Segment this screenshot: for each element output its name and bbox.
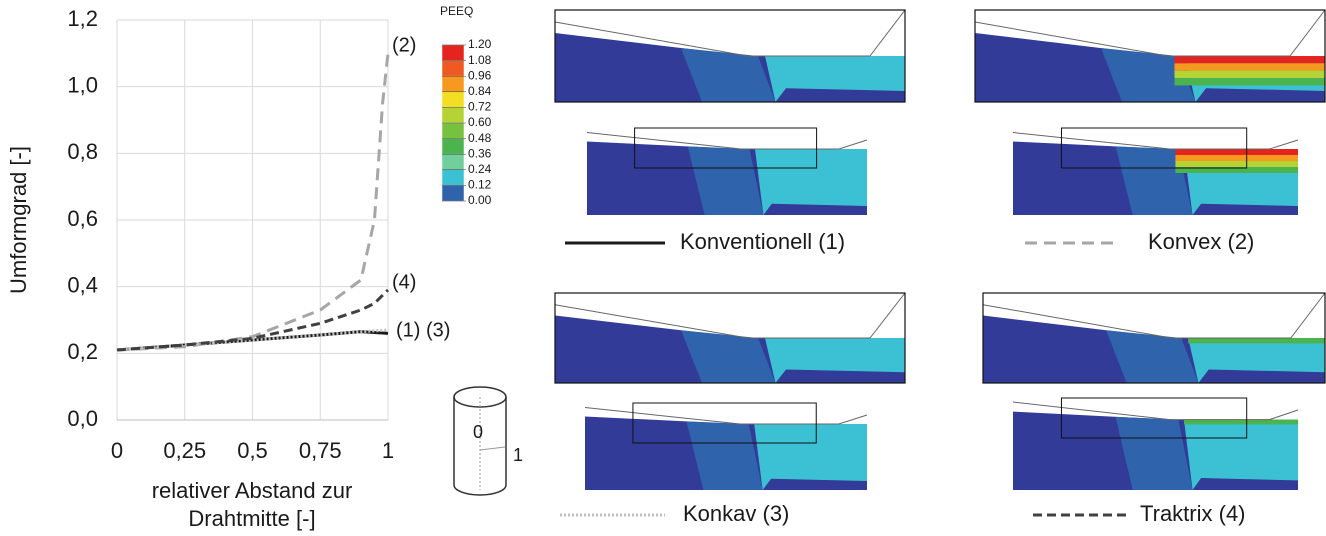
- colorbar-band: [442, 139, 464, 155]
- figure: Umformgrad [-] relativer Abstand zur Dra…: [0, 0, 1326, 531]
- colorbar-band: [442, 61, 464, 77]
- cylinder-label: 0: [473, 422, 483, 442]
- colorbar-title: PEEQ: [440, 4, 473, 18]
- colorbar-label: 0.96: [468, 68, 492, 82]
- legend-label: Konvex (2): [1148, 229, 1254, 254]
- colorbar-label: 0.36: [468, 146, 492, 160]
- colorbar-band: [442, 123, 464, 139]
- y-tick-label: 0,8: [67, 139, 98, 164]
- fem-region: [1184, 420, 1298, 425]
- colorbar-band: [442, 185, 464, 201]
- legend-label: Traktrix (4): [1140, 501, 1246, 526]
- x-axis-label: relativer Abstand zur: [152, 478, 353, 503]
- legend-label: Konventionell (1): [680, 229, 845, 254]
- y-tick-label: 0,2: [67, 339, 98, 364]
- colorbar-label: 0.60: [468, 115, 492, 129]
- x-tick-label: 0,5: [237, 438, 268, 463]
- colorbar-label: 0.48: [468, 131, 492, 145]
- cylinder-radius: [480, 447, 505, 450]
- colorbar-label: 0.00: [468, 193, 492, 207]
- fem-region: [1175, 71, 1326, 78]
- annotation: (4): [392, 271, 416, 293]
- fem-region: [1175, 56, 1326, 63]
- y-tick-label: 0,4: [67, 272, 98, 297]
- colorbar-band: [442, 170, 464, 186]
- x-tick-label: 0,75: [299, 438, 342, 463]
- colorbar-label: 0.24: [468, 162, 492, 176]
- x-tick-label: 0,25: [163, 438, 206, 463]
- fem-region: [1175, 78, 1326, 85]
- y-axis-label: Umformgrad [-]: [6, 146, 31, 294]
- x-axis-label: Drahtmitte [-]: [188, 506, 315, 531]
- y-tick-label: 1,2: [67, 6, 98, 31]
- colorbar-label: 1.20: [468, 37, 492, 51]
- colorbar-band: [442, 107, 464, 123]
- legend-label: Konkav (3): [683, 501, 789, 526]
- fem-region: [1188, 338, 1325, 343]
- colorbar-band: [442, 76, 464, 92]
- fem-region: [1175, 149, 1298, 155]
- colorbar-band: [442, 45, 464, 61]
- fem-region: [1175, 63, 1326, 70]
- colorbar-label: 0.84: [468, 84, 492, 98]
- fem-region: [1175, 155, 1298, 161]
- colorbar-label: 1.08: [468, 53, 492, 67]
- y-tick-label: 0,0: [67, 406, 98, 431]
- x-tick-label: 1: [382, 438, 394, 463]
- annotation: (1) (3): [396, 319, 450, 341]
- y-tick-label: 1,0: [67, 72, 98, 97]
- x-tick-label: 0: [111, 438, 123, 463]
- y-tick-label: 0,6: [67, 206, 98, 231]
- colorbar-band: [442, 92, 464, 108]
- fem-region: [1175, 161, 1298, 167]
- annotation: (2): [392, 34, 416, 56]
- cylinder-label: 1: [513, 445, 523, 465]
- colorbar-label: 0.72: [468, 100, 492, 114]
- colorbar-label: 0.12: [468, 178, 492, 192]
- colorbar-band: [442, 154, 464, 170]
